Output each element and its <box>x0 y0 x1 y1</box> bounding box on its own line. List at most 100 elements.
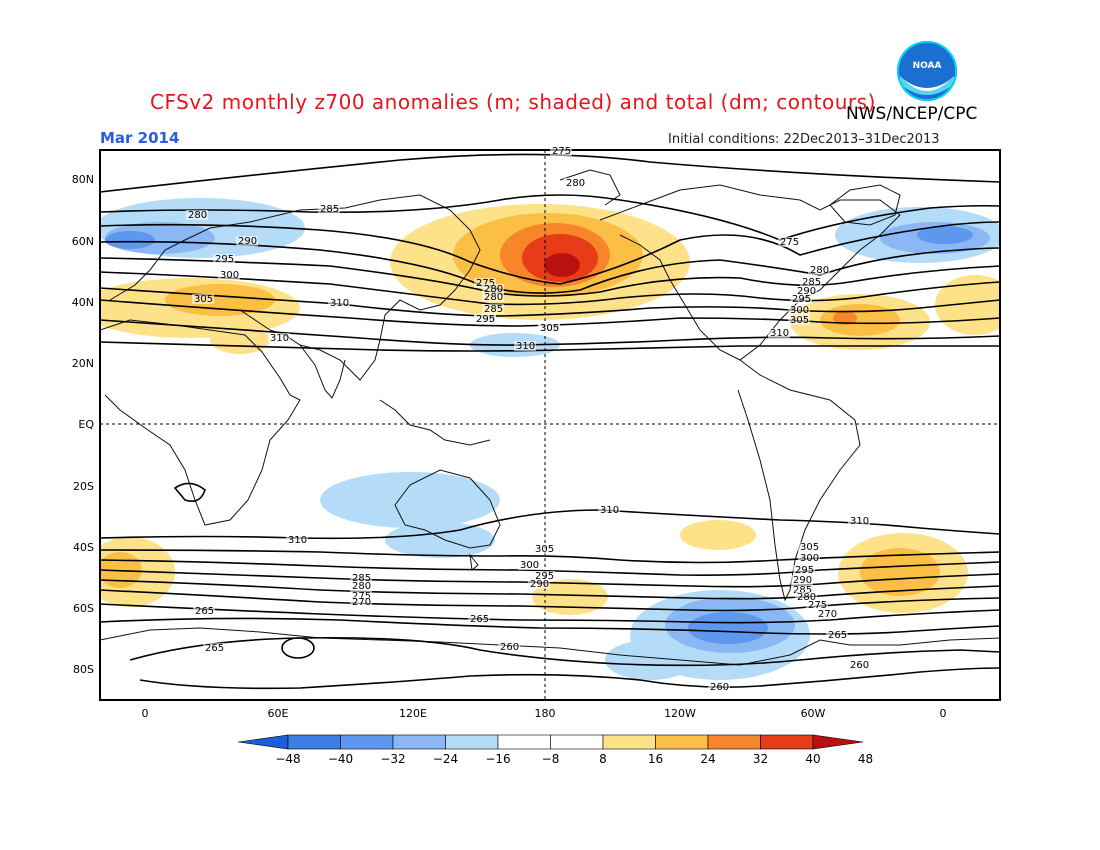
colorbar-tick-label: 8 <box>599 752 607 766</box>
contour-label: 310 <box>516 341 535 352</box>
colorbar-swatch <box>392 734 446 750</box>
svg-text:NOAA: NOAA <box>913 61 942 71</box>
colorbar-tick-label: 32 <box>752 752 769 766</box>
contour-label: 280 <box>352 581 371 592</box>
contour-label: 295 <box>215 254 234 265</box>
contour-label: 265 <box>205 643 224 654</box>
colorbar-swatch <box>707 734 761 750</box>
contour-label: 280 <box>797 592 816 603</box>
noaa-logo-icon: NOAA <box>897 41 957 101</box>
contour-label: 275 <box>552 146 571 157</box>
colorbar-swatch <box>550 734 604 750</box>
initial-conditions-label: Initial conditions: 22Dec2013–31Dec2013 <box>668 132 940 147</box>
contour-label: 310 <box>600 505 619 516</box>
contour-label: 305 <box>194 294 213 305</box>
contour-label: 285 <box>352 573 371 584</box>
contour-label: 295 <box>535 571 554 582</box>
lat-label: 20S <box>73 480 94 493</box>
contour-label: 265 <box>470 614 489 625</box>
lon-label: 120E <box>399 707 427 720</box>
contour-label: 260 <box>710 682 729 693</box>
contour-label: 285 <box>484 304 503 315</box>
lat-label: 80N <box>71 173 94 186</box>
lon-label: 180 <box>534 707 556 720</box>
contour-label: 280 <box>566 178 585 189</box>
contour-label: 300 <box>520 560 539 571</box>
map-title: CFSv2 monthly z700 anomalies (m; shaded)… <box>150 90 876 114</box>
contour-label: 290 <box>793 575 812 586</box>
contour-label: 295 <box>792 294 811 305</box>
contour-label: 280 <box>484 292 503 303</box>
contour-label: 290 <box>530 579 549 590</box>
colorbar-tick-label: −24 <box>432 752 459 766</box>
lat-label: 60S <box>73 602 94 615</box>
contour-label: 280 <box>188 210 207 221</box>
colorbar-tick-label: 40 <box>805 752 821 766</box>
colorbar-tick-label: −48 <box>275 752 301 766</box>
contour-label: 275 <box>352 591 371 602</box>
colorbar-tick-label: −16 <box>485 752 511 766</box>
lon-label: 60W <box>800 707 826 720</box>
contour-label: 280 <box>484 284 503 295</box>
lon-label: 0 <box>939 707 947 720</box>
contour-label: 275 <box>780 237 799 248</box>
colorbar-swatch <box>655 734 709 750</box>
contour-label: 270 <box>352 597 371 608</box>
agency-label: NWS/NCEP/CPC <box>846 104 978 124</box>
colorbar-tick-label: −32 <box>380 752 406 766</box>
contour-label: 310 <box>850 516 869 527</box>
contour-label: 310 <box>330 298 349 309</box>
contour-label: 275 <box>476 278 495 289</box>
contour-label: 260 <box>850 660 869 671</box>
lat-label: EQ <box>78 418 94 431</box>
colorbar-swatch <box>602 734 656 750</box>
colorbar-swatch <box>445 734 499 750</box>
contour-label: 285 <box>793 585 812 596</box>
contour-label: 300 <box>800 553 819 564</box>
contour-label: 295 <box>476 314 495 325</box>
colorbar-swatch <box>340 734 394 750</box>
colorbar-tick-label: −8 <box>541 752 560 766</box>
colorbar-swatch <box>497 734 551 750</box>
contour-label: 270 <box>818 609 837 620</box>
colorbar-swatch <box>238 734 289 750</box>
lat-label: 60N <box>71 235 94 248</box>
contour-label: 295 <box>795 565 814 576</box>
contour-label: 290 <box>797 286 816 297</box>
contour-label: 275 <box>808 600 827 611</box>
contour-label: 305 <box>535 544 554 555</box>
colorbar-tick-label: 24 <box>700 752 716 766</box>
lon-label: 120W <box>664 707 696 720</box>
contour-label: 305 <box>540 323 559 334</box>
colorbar-tick-label: −40 <box>327 752 354 766</box>
colorbar-tick-label: 48 <box>857 752 874 766</box>
contour-label: 310 <box>270 333 289 344</box>
lon-label: 60E <box>267 707 289 720</box>
contour-label: 285 <box>802 277 821 288</box>
anomaly-shading <box>100 198 1000 680</box>
lat-label: 40N <box>71 296 94 309</box>
contour-label: 305 <box>790 315 809 326</box>
colorbar-swatch <box>760 734 814 750</box>
forecast-month: Mar 2014 <box>100 129 180 147</box>
contour-label: 310 <box>770 328 789 339</box>
lat-label: 40S <box>73 541 94 554</box>
contour-label: 300 <box>790 305 809 316</box>
colorbar-swatch <box>287 734 341 750</box>
contour-label: 305 <box>800 542 819 553</box>
lon-label: 0 <box>141 707 149 720</box>
contour-label: 265 <box>195 606 214 617</box>
coastlines <box>100 169 1000 666</box>
colorbar-tick-label: 16 <box>647 752 664 766</box>
contour-label: 265 <box>828 630 847 641</box>
contour-label: 285 <box>320 204 339 215</box>
lat-label: 80S <box>73 663 94 676</box>
contour-label: 280 <box>810 265 829 276</box>
contour-label: 300 <box>220 270 239 281</box>
colorbar-swatch <box>812 734 863 750</box>
colorbar <box>238 734 863 750</box>
contour-label: 290 <box>238 236 257 247</box>
contour-label: 310 <box>288 535 307 546</box>
